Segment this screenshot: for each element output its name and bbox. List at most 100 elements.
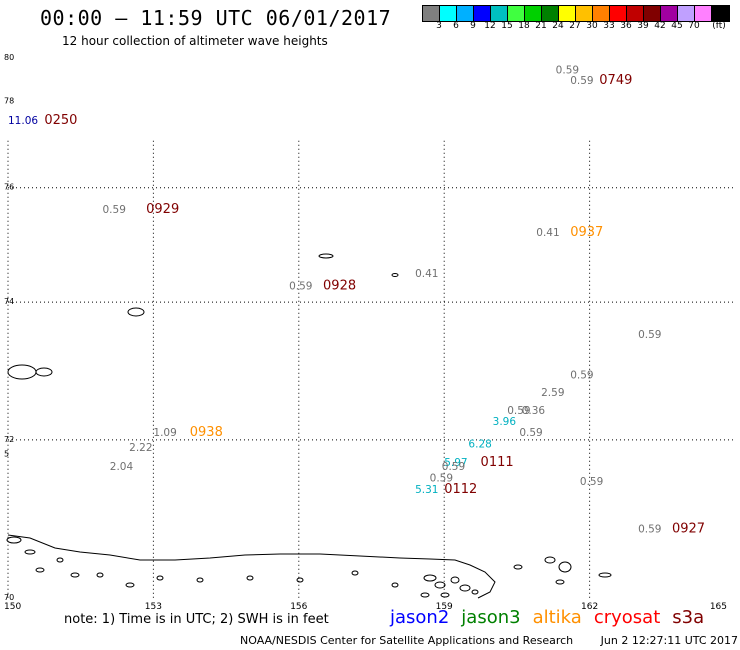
time-label: 0929 xyxy=(146,202,179,217)
island-outline xyxy=(459,584,471,592)
wave-height-label: 0.41 xyxy=(415,268,438,280)
satellite-legend-s3a: s3a xyxy=(672,607,705,628)
wave-height-label: 2.04 xyxy=(110,461,134,473)
y-tick-label: 74 xyxy=(4,297,14,306)
time-label: 0938 xyxy=(190,425,223,440)
time-label: 0112 xyxy=(444,482,477,497)
y-tick-label: 70 xyxy=(4,593,14,602)
colorbar-swatch xyxy=(627,6,644,21)
time-label: 0749 xyxy=(599,73,632,88)
wave-height-label: 0.59 xyxy=(103,204,126,216)
island-outline xyxy=(35,367,53,377)
time-label: 0937 xyxy=(570,225,603,240)
colorbar-swatch xyxy=(508,6,525,21)
colorbar-label: 27 xyxy=(569,21,581,31)
y-tick-label: 76 xyxy=(4,183,14,192)
units-note: note: 1) Time is in UTC; 2) SWH is in fe… xyxy=(64,612,329,627)
page-title: 00:00 – 11:59 UTC 06/01/2017 xyxy=(40,6,392,30)
wave-height-label: 0.59 xyxy=(570,370,593,382)
wave-height-label: 0.59 xyxy=(519,427,542,439)
island-outline xyxy=(125,582,135,588)
island-outline xyxy=(544,556,556,564)
island-outline xyxy=(56,557,64,563)
island-outline xyxy=(391,273,399,277)
colorbar-swatch xyxy=(661,6,678,21)
island-outline xyxy=(434,581,446,589)
time-label: 0111 xyxy=(481,455,514,470)
colorbar-swatch xyxy=(423,6,440,21)
colorbar-swatch xyxy=(712,6,729,21)
island-outline xyxy=(6,536,22,544)
wave-height-label: 0.59 xyxy=(570,75,593,87)
mainland-coast xyxy=(7,534,496,599)
island-outline xyxy=(7,364,37,380)
coastline xyxy=(6,253,612,599)
colorbar-label: 45 xyxy=(671,21,683,31)
island-outline xyxy=(127,307,145,317)
x-tick-label: 162 xyxy=(581,602,598,612)
colorbar-swatch xyxy=(525,6,542,21)
colorbar-swatch xyxy=(440,6,457,21)
generated-timestamp: Jun 2 12:27:11 UTC 2017 xyxy=(600,634,739,647)
wave-height-label: 0.59 xyxy=(507,405,530,417)
colorbar-swatch xyxy=(610,6,627,21)
island-outline xyxy=(450,576,460,584)
island-outline xyxy=(35,567,45,573)
x-tick-label: 159 xyxy=(436,602,453,612)
colorbar-label: 30 xyxy=(586,21,598,31)
island-outline xyxy=(598,572,612,578)
y-side-label: 5 xyxy=(4,450,9,459)
island-outline xyxy=(318,253,334,259)
wave-height-label: 0.36 xyxy=(522,405,546,417)
island-outline xyxy=(513,564,523,570)
wave-height-label: 0.59 xyxy=(442,461,465,473)
time-label: 0250 xyxy=(44,113,77,128)
colorbar-swatch xyxy=(491,6,508,21)
satellite-legend-cryosat: cryosat xyxy=(593,607,661,628)
colorbar-label: 12 xyxy=(484,21,496,31)
wave-height-label: 0.59 xyxy=(430,472,453,484)
island-outline xyxy=(440,592,450,598)
y-tick-label: 78 xyxy=(4,97,14,106)
page-subtitle: 12 hour collection of altimeter wave hei… xyxy=(62,34,328,48)
island-outline xyxy=(156,575,164,581)
island-outline xyxy=(70,572,80,578)
wave-height-label: 2.22 xyxy=(129,442,152,454)
satellite-legend-jason2: jason2 xyxy=(390,607,450,628)
colorbar-label: 70 xyxy=(688,21,700,31)
colorbar-swatch xyxy=(576,6,593,21)
wave-height-label: 0.59 xyxy=(638,329,661,341)
island-outline xyxy=(555,579,565,585)
wave-height-label: 5.31 xyxy=(415,484,438,496)
y-tick-label: 72 xyxy=(4,435,14,444)
colorbar-swatch xyxy=(678,6,695,21)
wave-height-label: 0.59 xyxy=(580,476,603,488)
x-tick-label: 150 xyxy=(4,602,21,612)
island-outline xyxy=(391,582,399,588)
colorbar-label: 36 xyxy=(620,21,632,31)
colorbar-label: 6 xyxy=(453,21,459,31)
colorbar-label: 33 xyxy=(603,21,615,31)
colorbar-swatch xyxy=(474,6,491,21)
island-outline xyxy=(96,572,104,578)
colorbar-swatch xyxy=(644,6,661,21)
wave-height-label: 1.09 xyxy=(153,427,176,439)
lat-lon-grid xyxy=(7,140,735,598)
island-outline xyxy=(351,570,359,576)
x-tick-label: 153 xyxy=(145,602,162,612)
wave-height-colorbar xyxy=(422,5,730,22)
colorbar-label: 24 xyxy=(552,21,564,31)
wave-height-label: 0.41 xyxy=(536,227,559,239)
colorbar-label: 18 xyxy=(518,21,530,31)
island-outline xyxy=(558,561,572,573)
island-outline xyxy=(246,575,254,581)
colorbar-swatch xyxy=(593,6,610,21)
wave-height-label: 0.59 xyxy=(638,523,661,535)
credit-text: NOAA/NESDIS Center for Satellite Applica… xyxy=(240,634,574,647)
colorbar-swatch xyxy=(457,6,474,21)
colorbar-label: 15 xyxy=(501,21,513,31)
x-tick-label: 165 xyxy=(710,602,727,612)
time-label: 0928 xyxy=(323,279,356,294)
